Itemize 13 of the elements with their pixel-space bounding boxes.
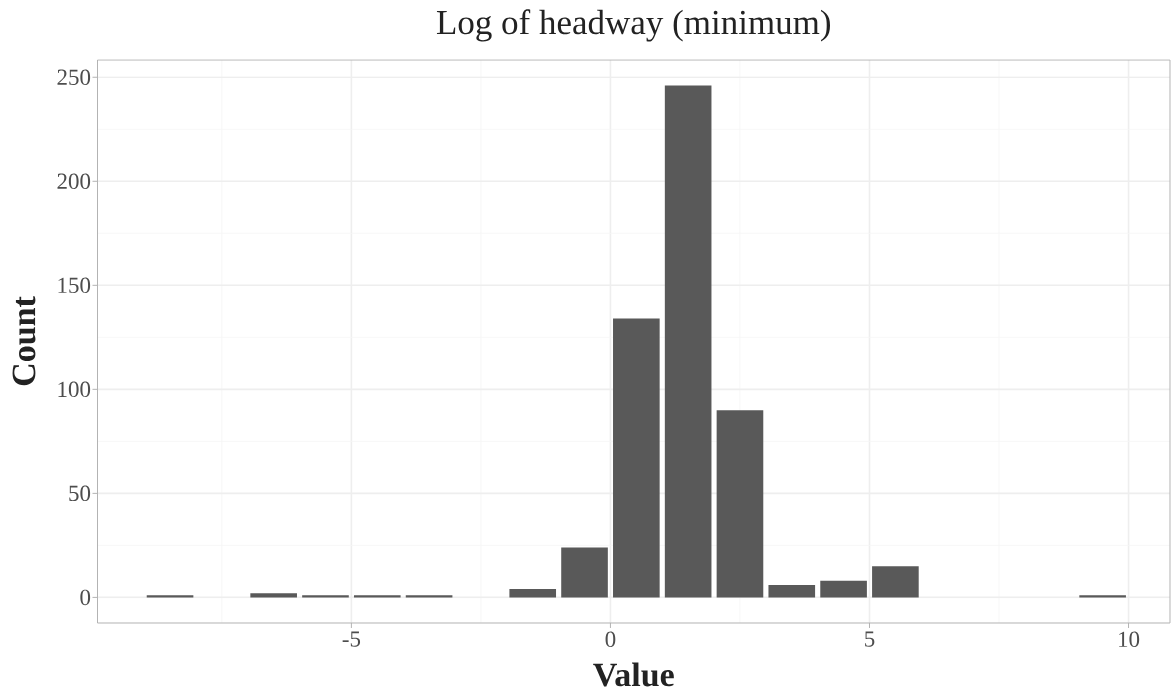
x-tick-label: 0 (605, 631, 616, 648)
y-tick-label: 200 (57, 173, 91, 190)
y-tick-label: 0 (80, 589, 91, 606)
y-tick-label: 150 (58, 277, 91, 294)
x-tick-label: 5 (865, 631, 875, 647)
y-tick-label: 50 (69, 485, 91, 502)
y-axis-title: Count (12, 296, 36, 386)
chart-title: Log of headway (minimum) (436, 9, 831, 42)
x-tick-label: -5 (342, 631, 361, 647)
y-tick-label: 250 (57, 69, 91, 86)
x-tick-label: 10 (1119, 631, 1140, 648)
y-tick-label: 100 (58, 381, 91, 398)
x-axis-title: Value (593, 662, 674, 687)
